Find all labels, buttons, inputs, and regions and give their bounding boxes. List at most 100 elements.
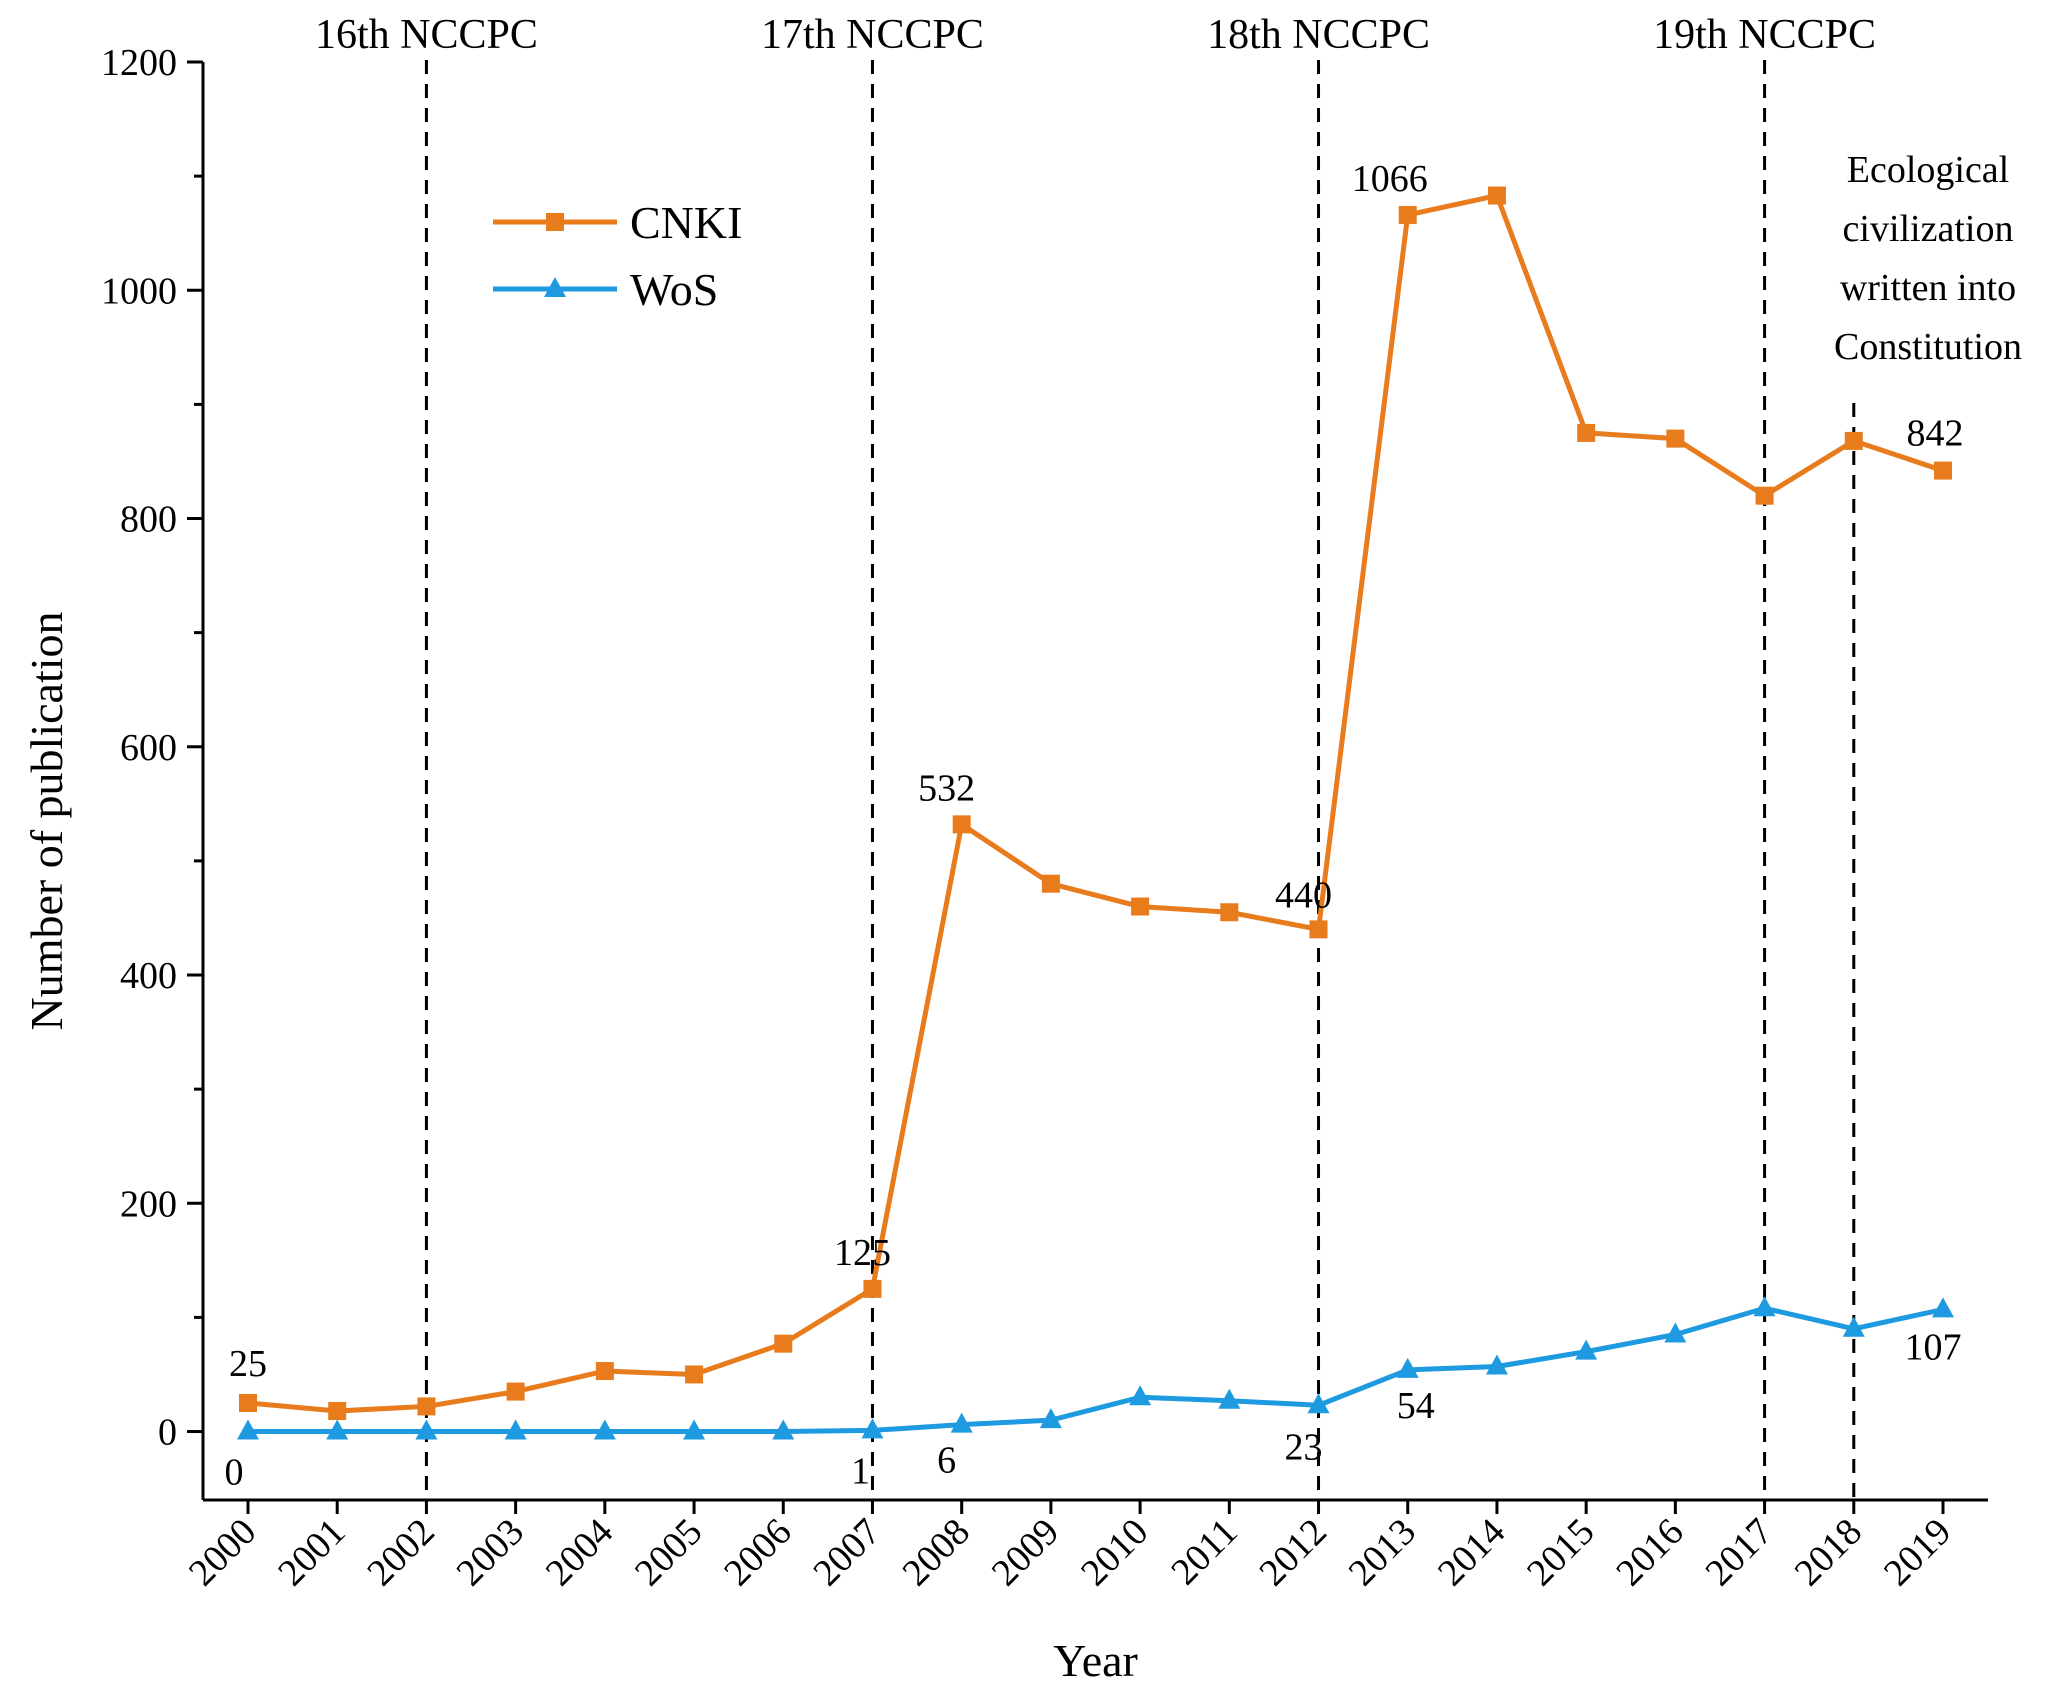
wos-marker [950, 1412, 973, 1433]
wos-line [248, 1305, 1944, 1435]
x-tick-label: 2017 [1698, 1511, 1781, 1594]
legend-marker-cnki [546, 213, 564, 231]
cnki-marker [1041, 874, 1060, 893]
x-tick-label: 2007 [805, 1511, 888, 1594]
x-tick-label: 2006 [716, 1511, 799, 1594]
wos-marker [415, 1419, 438, 1440]
cnki-marker [1577, 423, 1596, 442]
x-tick-label: 2012 [1251, 1511, 1334, 1594]
data-label: 532 [918, 767, 975, 809]
data-label: 440 [1275, 874, 1332, 916]
x-tick-label: 2016 [1608, 1511, 1691, 1594]
wos-marker [1932, 1297, 1954, 1318]
data-label: 842 [1907, 413, 1964, 455]
data-label: 6 [937, 1440, 956, 1482]
wos-marker [1039, 1408, 1062, 1429]
cnki-marker [417, 1397, 436, 1416]
y-axis-title: Number of publication [21, 611, 72, 1030]
y-tick-label: 800 [120, 499, 177, 541]
wos-marker [861, 1418, 884, 1439]
annotation-line: Ecological [1847, 149, 2009, 191]
wos-marker [1307, 1393, 1330, 1414]
event-label: 17th NCCPC [761, 12, 984, 58]
cnki-marker [685, 1365, 704, 1384]
cnki-marker [1666, 429, 1685, 448]
cnki-marker [1398, 205, 1417, 224]
y-tick-label: 1000 [101, 270, 177, 312]
data-label: 23 [1285, 1426, 1323, 1468]
x-tick-label: 2018 [1787, 1511, 1870, 1594]
x-tick-label: 2000 [181, 1511, 264, 1594]
event-lines-group: 16th NCCPC 17th NCCPC 18th NCCPC 19th NCCPC… [315, 12, 2022, 1500]
cnki-marker [1934, 461, 1952, 480]
y-tick-label: 200 [120, 1183, 177, 1225]
data-label: 0 [225, 1452, 244, 1494]
x-tick-label: 2008 [895, 1511, 978, 1594]
x-tick-label: 2005 [627, 1511, 710, 1594]
data-label: 1 [851, 1450, 870, 1492]
cnki-marker [595, 1362, 614, 1381]
wos-marker [1664, 1322, 1687, 1343]
x-tick-label: 2003 [449, 1511, 532, 1594]
event-label: 19th NCCPC [1653, 12, 1876, 58]
x-tick-label: 2014 [1430, 1511, 1513, 1594]
wos-marker [237, 1419, 259, 1440]
wos-marker [504, 1419, 527, 1440]
cnki-marker [1131, 897, 1150, 916]
wos-marker [1753, 1296, 1776, 1317]
x-tick-label: 2011 [1163, 1511, 1245, 1593]
wos-marker [1575, 1339, 1598, 1360]
data-label: 125 [834, 1232, 891, 1274]
cnki-marker [239, 1393, 257, 1412]
annotation-line: written into [1840, 267, 2016, 309]
annotation-line: civilization [1843, 208, 2014, 250]
cnki-marker [952, 815, 971, 834]
wos-marker [1396, 1357, 1419, 1378]
x-tick-label: 2019 [1876, 1511, 1959, 1594]
legend-label-wos: WoS [630, 264, 718, 315]
legend-marker-wos [544, 277, 566, 297]
wos-marker [1485, 1354, 1508, 1375]
data-label: 107 [1905, 1326, 1962, 1368]
x-tick-label: 2013 [1341, 1511, 1424, 1594]
x-tick-label: 2001 [270, 1511, 353, 1594]
wos-marker [683, 1419, 706, 1440]
event-label: 18th NCCPC [1207, 12, 1430, 58]
legend-label-cnki: CNKI [630, 197, 742, 248]
wos-marker [1129, 1385, 1152, 1406]
cnki-line [247, 193, 1944, 1414]
wos-marker [593, 1419, 616, 1440]
x-axis-title: Year [1053, 1635, 1138, 1686]
wos-marker [1218, 1388, 1241, 1409]
legend: CNKI WoS [493, 197, 742, 315]
cnki-marker [506, 1382, 525, 1401]
event-label: 16th NCCPC [315, 12, 538, 58]
cnki-marker [1755, 486, 1774, 505]
y-tick-label: 1200 [101, 42, 177, 84]
data-label: 54 [1397, 1385, 1435, 1427]
wos-marker [326, 1419, 349, 1440]
wos-marker [772, 1419, 795, 1440]
x-tick-label: 2002 [359, 1511, 442, 1594]
data-label: 25 [229, 1343, 267, 1385]
cnki-marker [1220, 903, 1239, 922]
cnki-marker [1844, 431, 1863, 450]
y-tick-label: 600 [120, 727, 177, 769]
wos-marker [1842, 1316, 1865, 1337]
x-tick-label: 2009 [984, 1511, 1067, 1594]
annotation-line: Constitution [1834, 326, 2022, 368]
cnki-marker [328, 1401, 347, 1420]
y-tick-label: 0 [158, 1412, 177, 1454]
cnki-marker [1309, 920, 1328, 939]
x-tick-label: 2010 [1073, 1511, 1156, 1594]
cnki-marker [774, 1334, 793, 1353]
data-label: 1066 [1352, 158, 1428, 200]
series-group [237, 186, 1954, 1440]
data-labels-group: 25 125 532 440 1066 842 0 1 6 23 54 107 [225, 158, 1964, 1494]
x-tick-label: 2015 [1519, 1511, 1602, 1594]
cnki-marker [1487, 186, 1506, 205]
x-tick-label: 2004 [538, 1511, 621, 1594]
